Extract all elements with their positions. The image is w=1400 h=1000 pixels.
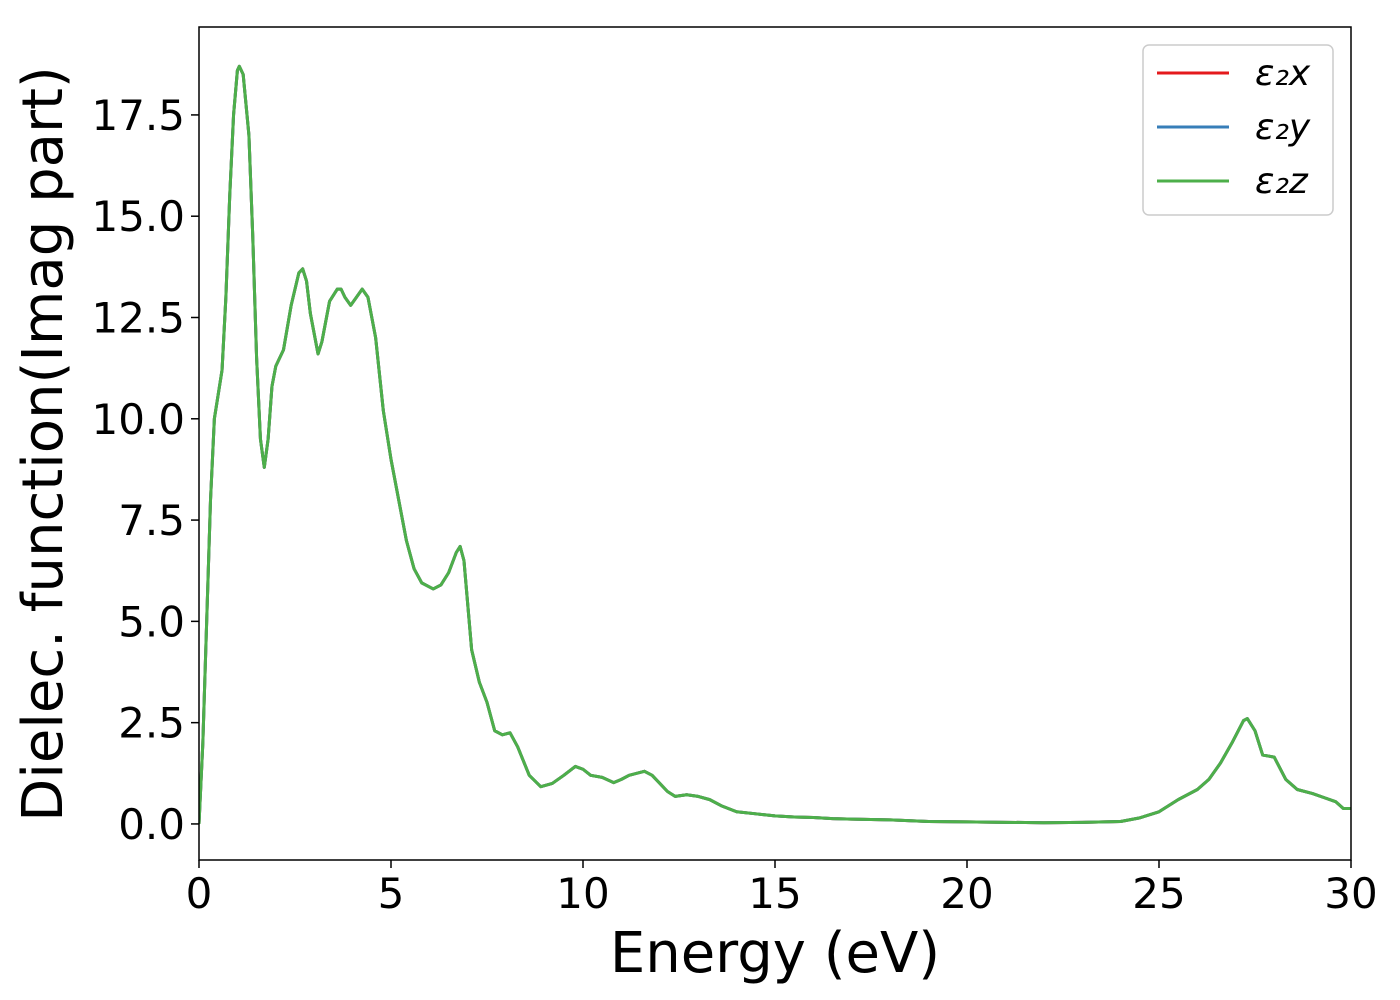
y-tick-label: 15.0 [91,192,185,241]
x-tick-label: 0 [186,869,213,918]
data-line [199,64,1351,825]
legend-label: ε₂z [1255,161,1309,202]
x-tick-label: 20 [940,869,993,918]
legend-box [1142,44,1334,216]
x-tick-label: 5 [378,869,405,918]
y-tick-label: 2.5 [118,699,185,748]
y-tick-label: 5.0 [118,597,185,646]
x-tick-label: 15 [748,869,801,918]
y-tick-label: 17.5 [91,91,185,140]
legend-label: ε₂x [1255,53,1311,94]
y-tick-label: 0.0 [118,800,185,849]
y-tick-label: 7.5 [118,496,185,545]
x-tick-label: 25 [1132,869,1185,918]
x-tick-label: 30 [1324,869,1377,918]
y-tick-label: 10.0 [91,395,185,444]
x-axis-label: Energy (eV) [610,921,940,986]
y-axis-label: Dielec. function(Imag part) [11,66,76,822]
x-tick-label: 10 [556,869,609,918]
y-tick-label: 12.5 [91,293,185,342]
legend-label: ε₂y [1255,107,1311,148]
plot-frame [198,26,1352,861]
